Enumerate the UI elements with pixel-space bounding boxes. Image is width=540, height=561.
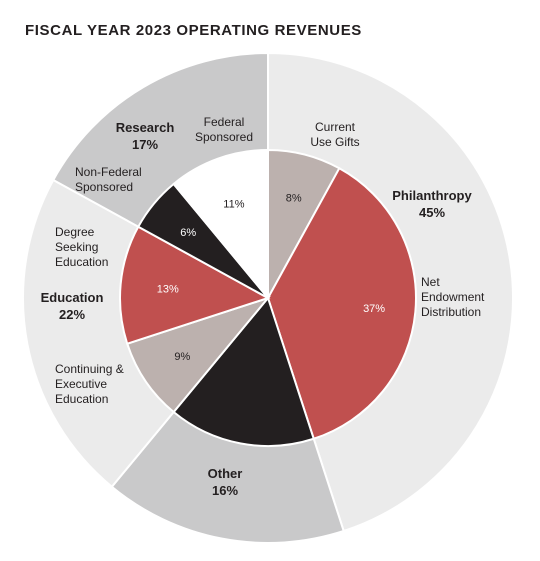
callout-net-endowment-distribution: Net Endowment Distribution [421,275,485,319]
inner-slice-other [172,295,315,447]
group-label-research: Research 17% [116,120,175,152]
callout-non-federal-sponsored: Non-Federal Sponsored [75,165,142,194]
slice-label-federal-sponsored: 11% [223,198,244,210]
slice-label-non-federal-sponsored: 6% [180,227,196,239]
slice-labels: 8% 37% 9% 13% 6% 11% [157,193,386,364]
slice-label-degree-seeking-education: 13% [157,284,179,296]
group-label-education: Education 22% [41,290,104,322]
chart-title: FISCAL YEAR 2023 OPERATING REVENUES [25,22,362,39]
slice-label-net-endowment-distribution: 37% [363,303,385,315]
callout-degree-seeking-education: Degree Seeking Education [55,225,108,269]
group-label-other: Other 16% [208,466,243,498]
callout-labels: Current Use Gifts Net Endowment Distribution… [55,115,485,406]
callout-current-use-gifts: Current Use Gifts [310,120,359,149]
callout-continuing-and-executive-education: Continuing & Executive Education [55,362,124,406]
slice-label-continuing-and-executive-education: 9% [174,351,190,363]
inner-slice-continuing-and-executive-education [125,295,271,414]
inner-slice-federal-sponsored [172,148,269,301]
slice-label-current-use-gifts: 8% [286,193,302,205]
callout-federal-sponsored: Federal Sponsored [195,115,253,144]
inner-slice-net-endowment-distribution [266,166,417,441]
group-labels: Philanthropy 45% Education 22% Research 17% Ot… [41,120,473,498]
group-label-philanthropy: Philanthropy 45% [392,188,472,220]
inner-pie [119,148,417,447]
inner-slice-degree-seeking-education [119,225,271,345]
